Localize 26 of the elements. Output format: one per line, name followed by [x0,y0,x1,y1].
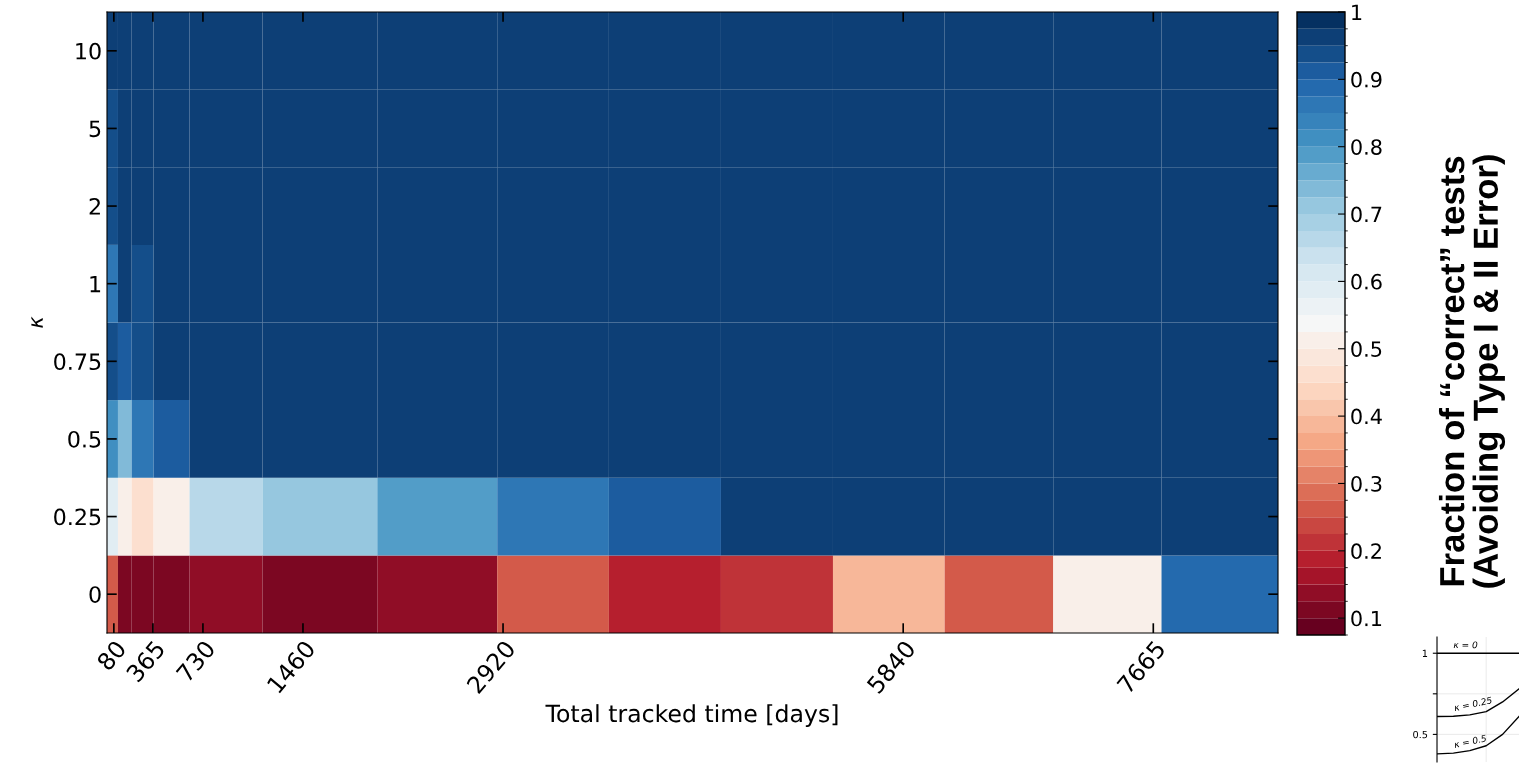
color-bar-title: Fraction of “correct” tests (Avoiding Type I & II Error) [1438,155,1506,588]
color-bar-label: 0.6 [1351,273,1382,290]
text: κ = 0.25 [1453,696,1493,712]
y-axis-title: κ [31,316,43,328]
color-bar-label: 0.7 [1351,206,1382,223]
y-tick-label: 1 [90,275,101,293]
y-tick-label: 0 [89,586,101,603]
color-bar-label: 0.5 [1351,341,1382,357]
color-bar-label: 1 [1352,4,1362,20]
color-bar-label: 0.2 [1351,543,1381,560]
y-tick-label: 2 [89,198,100,215]
color-bar-label: 0.8 [1351,139,1382,155]
y-tick-label: 5 [89,120,101,138]
y-tick-label: 0.75 [54,353,101,371]
y-tick-label: 10 [76,42,101,60]
x-tick-label: 80 [95,639,127,672]
x-axis-title: Total tracked time [days] [545,704,838,727]
color-bar-label: 0.3 [1351,475,1382,492]
text: κ = 0.5 [1453,734,1487,749]
y-tick-label: 0.25 [54,508,101,526]
series-label: κ = 0 [1453,641,1478,649]
color-bar-label: 0.4 [1351,408,1382,425]
color-bar-label: 0.1 [1351,610,1382,627]
y-tick-label: 0.5 [68,430,101,448]
color-bar-label: 0.9 [1351,71,1382,88]
x-tick-label: 730 [175,639,216,683]
